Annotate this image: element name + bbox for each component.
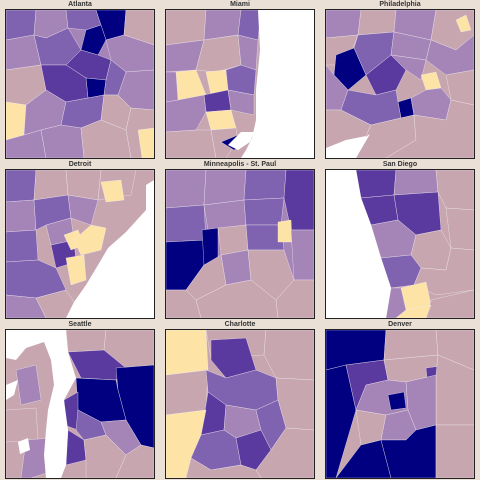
choropleth-map xyxy=(325,329,475,479)
panel-title: Charlotte xyxy=(224,321,256,328)
choropleth-map xyxy=(325,169,475,319)
map-canvas xyxy=(326,10,474,158)
map-canvas xyxy=(166,170,314,318)
map-canvas xyxy=(326,170,474,318)
panel-title: Detroit xyxy=(68,161,92,168)
panel-title: Denver xyxy=(388,321,412,328)
panel-title: San Diego xyxy=(382,161,418,168)
choropleth-map xyxy=(165,9,315,159)
choropleth-map xyxy=(5,169,155,319)
map-canvas xyxy=(6,170,154,318)
map-canvas xyxy=(6,10,154,158)
map-canvas xyxy=(166,10,314,158)
choropleth-map xyxy=(325,9,475,159)
choropleth-map xyxy=(5,329,155,479)
map-canvas xyxy=(6,330,154,478)
choropleth-map xyxy=(5,9,155,159)
panel-title: Atlanta xyxy=(68,1,92,8)
panel-title: Philadelphia xyxy=(379,1,421,8)
panel-title: Minneapolis - St. Paul xyxy=(203,161,277,168)
panel-title: Seattle xyxy=(68,321,92,328)
map-canvas xyxy=(326,330,474,478)
choropleth-map xyxy=(165,169,315,319)
map-canvas xyxy=(166,330,314,478)
panel-title: Miami xyxy=(230,1,250,8)
choropleth-map xyxy=(165,329,315,479)
